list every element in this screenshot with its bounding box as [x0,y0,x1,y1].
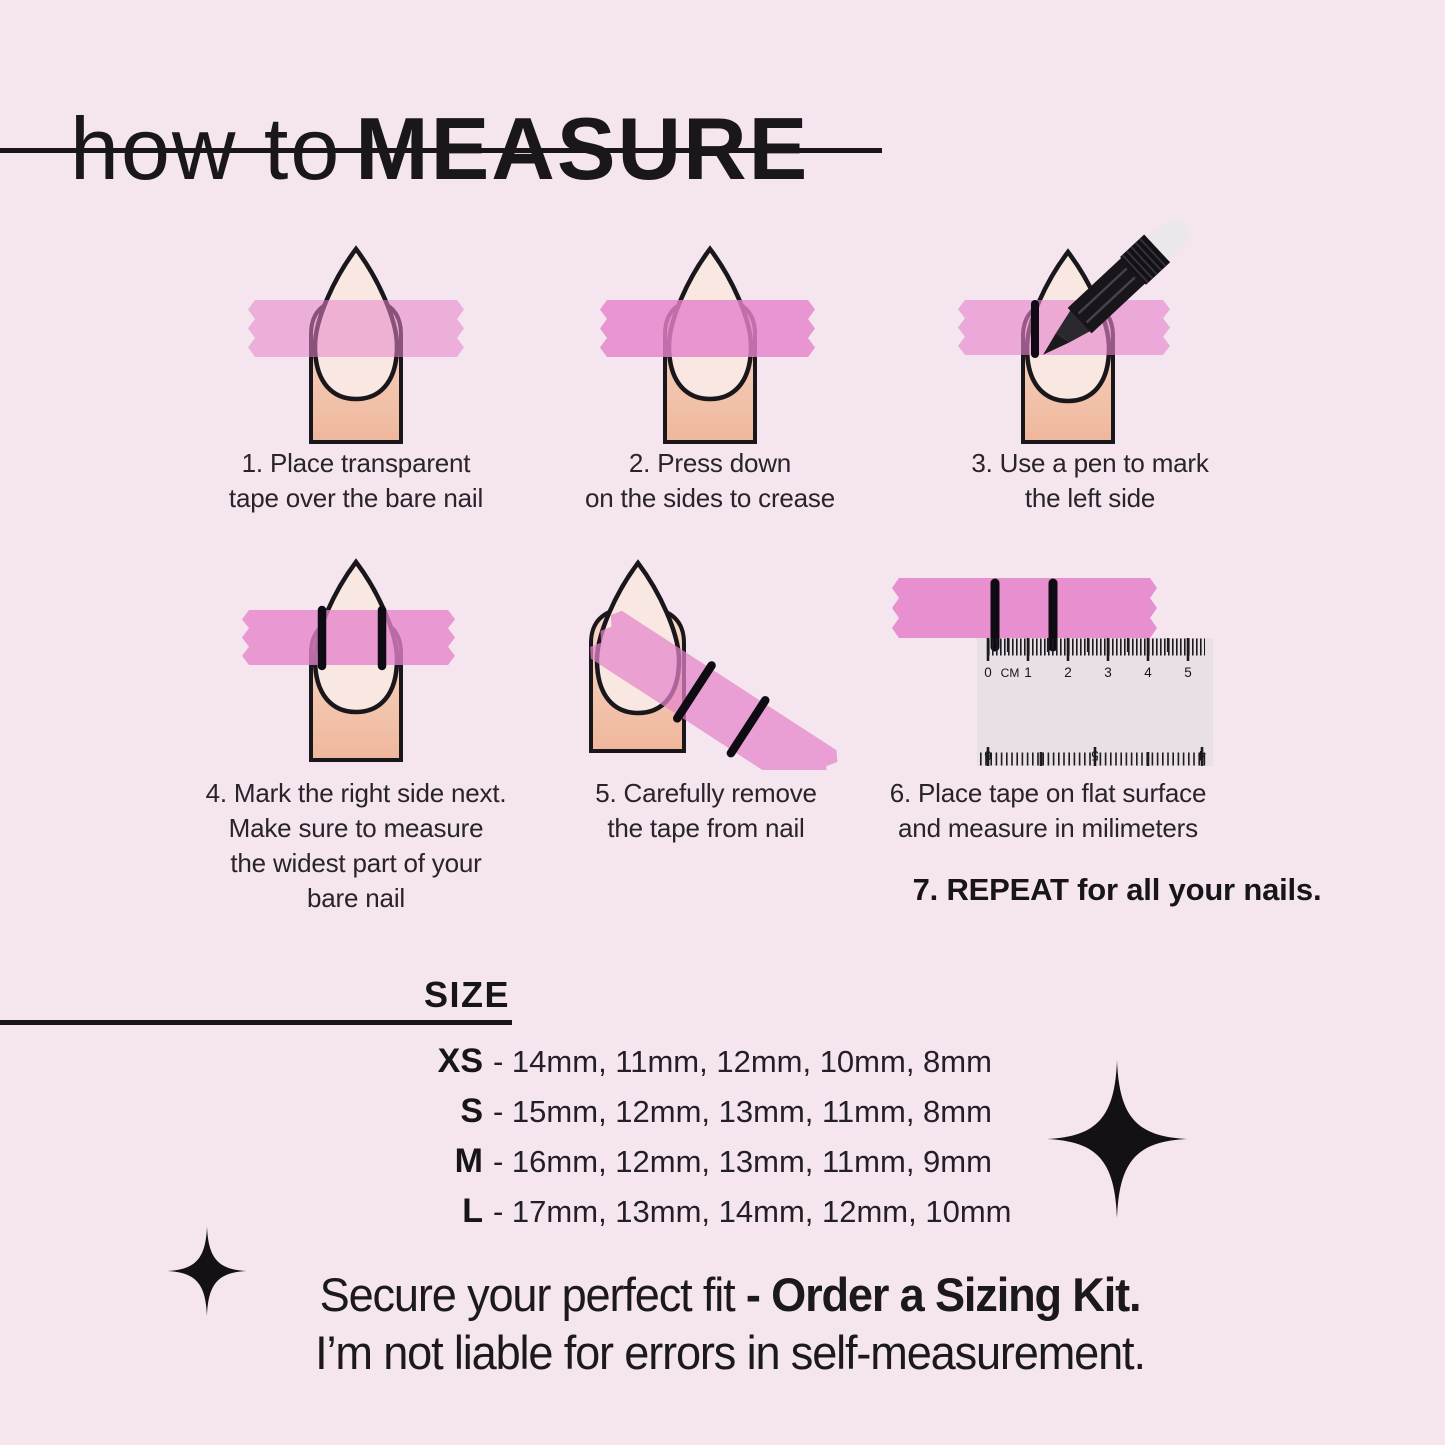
caption-line: 6. Place tape on flat surface [889,778,1207,808]
caption-line: the left side [1024,483,1156,513]
size-values: - 14mm, 11mm, 12mm, 10mm, 8mm [493,1044,992,1079]
step-5-illustration [589,559,838,770]
tape [248,300,464,357]
caption-line: 5. Carefully remove [595,778,817,808]
left-mark [673,661,716,723]
ruler-number: 4 [1144,665,1152,680]
step-4-illustration [242,558,455,762]
ruler-cm-ticks [986,638,1190,661]
caption-line: 4. Mark the right side next. [205,778,507,808]
ruler-number: 1 [1024,665,1032,680]
step-5-caption: 5. Carefully remove the tape from nail [526,776,886,846]
sparkle-icon [1047,1060,1187,1218]
caption-line: 1. Place transparent [241,448,471,478]
ruler-number: 5 [1184,665,1192,680]
ruler-number-inverted: 5 [1091,748,1099,763]
size-values: - 17mm, 13mm, 14mm, 12mm, 10mm [493,1194,1012,1229]
caption-line: 2. Press down [628,448,792,478]
size-label: M [454,1142,483,1180]
caption-line: and measure in milimeters [898,813,1198,843]
ruler-halfcm-ticks [1006,638,1170,652]
repeat-note: 7. REPEAT for all your nails. [912,872,1322,907]
step-2-caption: 2. Press down on the sides to crease [540,446,880,516]
caption-line: 3. Use a pen to mark [971,448,1209,478]
size-row-s: S - 15mm, 12mm, 13mm, 11mm, 8mm [0,1092,1045,1142]
caption-line: bare nail [307,883,405,913]
size-row-xs: XS - 14mm, 11mm, 12mm, 10mm, 8mm [0,1042,1045,1092]
caption-line: the widest part of your [230,848,482,878]
caption-line: tape over the bare nail [228,483,484,513]
sparkle-icon [167,1226,247,1316]
ruler-number: 0 [984,665,992,680]
step-1-illustration [248,245,464,444]
right-mark [726,696,770,758]
caption-line: the tape from nail [607,813,805,843]
tape [590,610,838,770]
ruler-number-inverted: 6 [984,748,992,763]
caption-line: Make sure to measure [228,813,484,843]
step-1-caption: 1. Place transparent tape over the bare … [186,446,526,516]
marker-pen-icon [1043,217,1191,355]
footer-bold-text: - Order a Sizing Kit. [745,1268,1142,1321]
size-table: XS - 14mm, 11mm, 12mm, 10mm, 8mm S - 15m… [0,1042,1045,1242]
footer-line-2: I’m not liable for errors in self-measur… [315,1326,1146,1379]
caption-line: on the sides to crease [585,483,835,513]
ruler-bottom-long-ticks [986,747,1204,766]
size-underline [0,1020,512,1025]
size-row-l: L - 17mm, 13mm, 14mm, 12mm, 10mm [0,1192,1045,1242]
step-6-caption: 6. Place tape on flat surface and measur… [858,776,1238,846]
size-values: - 16mm, 12mm, 13mm, 11mm, 9mm [493,1144,992,1179]
step-4-caption: 4. Mark the right side next. Make sure t… [176,776,536,916]
size-row-m: M - 16mm, 12mm, 13mm, 11mm, 9mm [0,1142,1045,1192]
step-3-caption: 3. Use a pen to mark the left side [918,446,1262,516]
footer: Secure your perfect fit - Order a Sizing… [10,1266,1445,1382]
ruler-unit-label: CM [1001,666,1020,680]
ruler [977,638,1213,766]
size-label: L [462,1192,483,1230]
step-2-illustration [600,245,815,444]
tape [242,610,455,665]
step-6-illustration: 0 CM 1 2 3 4 5 6 5 4 [892,578,1213,766]
size-values: - 15mm, 12mm, 13mm, 11mm, 8mm [493,1094,992,1129]
size-heading: SIZE [423,974,510,1015]
tape [600,300,815,357]
title-underline [0,148,882,153]
footer-line-1: Secure your perfect fit - Order a Sizing… [39,1266,1421,1324]
ruler-number-inverted: 4 [1198,748,1206,763]
ruler-number: 2 [1064,665,1072,680]
ruler-number: 3 [1104,665,1112,680]
footer-regular-text: Secure your perfect fit [319,1268,746,1321]
tape [892,578,1157,638]
size-label: S [460,1092,483,1130]
size-label: XS [437,1042,483,1080]
step-3-illustration [958,217,1191,444]
